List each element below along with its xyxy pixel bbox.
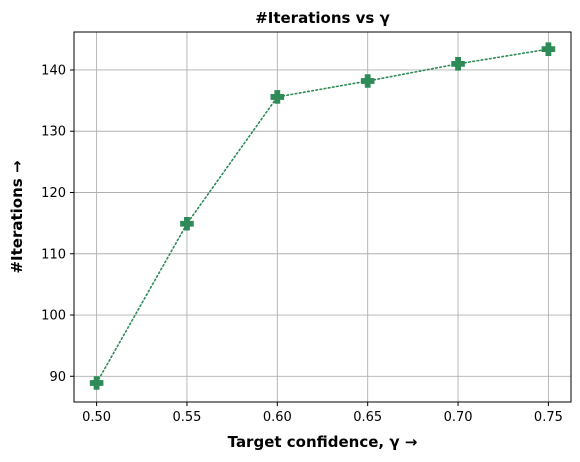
data-point-marker [89,376,104,390]
x-tick-label: 0.55 [172,410,201,425]
series-group [89,42,556,390]
y-tick-label: 100 [41,309,66,324]
data-point-marker [270,90,285,104]
x-axis-title: Target confidence, γ → [228,433,418,451]
y-tick-label: 140 [41,63,66,78]
chart-title: #Iterations vs γ [255,9,390,27]
y-tick-label: 110 [41,247,66,262]
data-point-marker [180,216,194,231]
x-tick-label: 0.60 [263,410,292,425]
grid-lines [74,32,571,402]
y-tick-label: 90 [49,370,66,385]
x-tick-label: 0.70 [444,410,473,425]
data-point-marker [451,57,465,71]
y-axis-title: #Iterations → [8,160,26,273]
x-tick-label: 0.65 [353,410,382,425]
plot-frame [73,31,572,403]
series-line [95,48,550,384]
y-tick-label: 130 [41,125,66,140]
y-tick-label: 120 [41,186,66,201]
axis-ticks: 0.50 0.55 0.60 0.65 0.70 0.75 90 100 110 120 130 14… [41,63,563,425]
data-point-marker [541,42,556,56]
x-tick-label: 0.50 [82,410,111,425]
data-point-marker [360,74,375,88]
x-tick-label: 0.75 [534,410,563,425]
